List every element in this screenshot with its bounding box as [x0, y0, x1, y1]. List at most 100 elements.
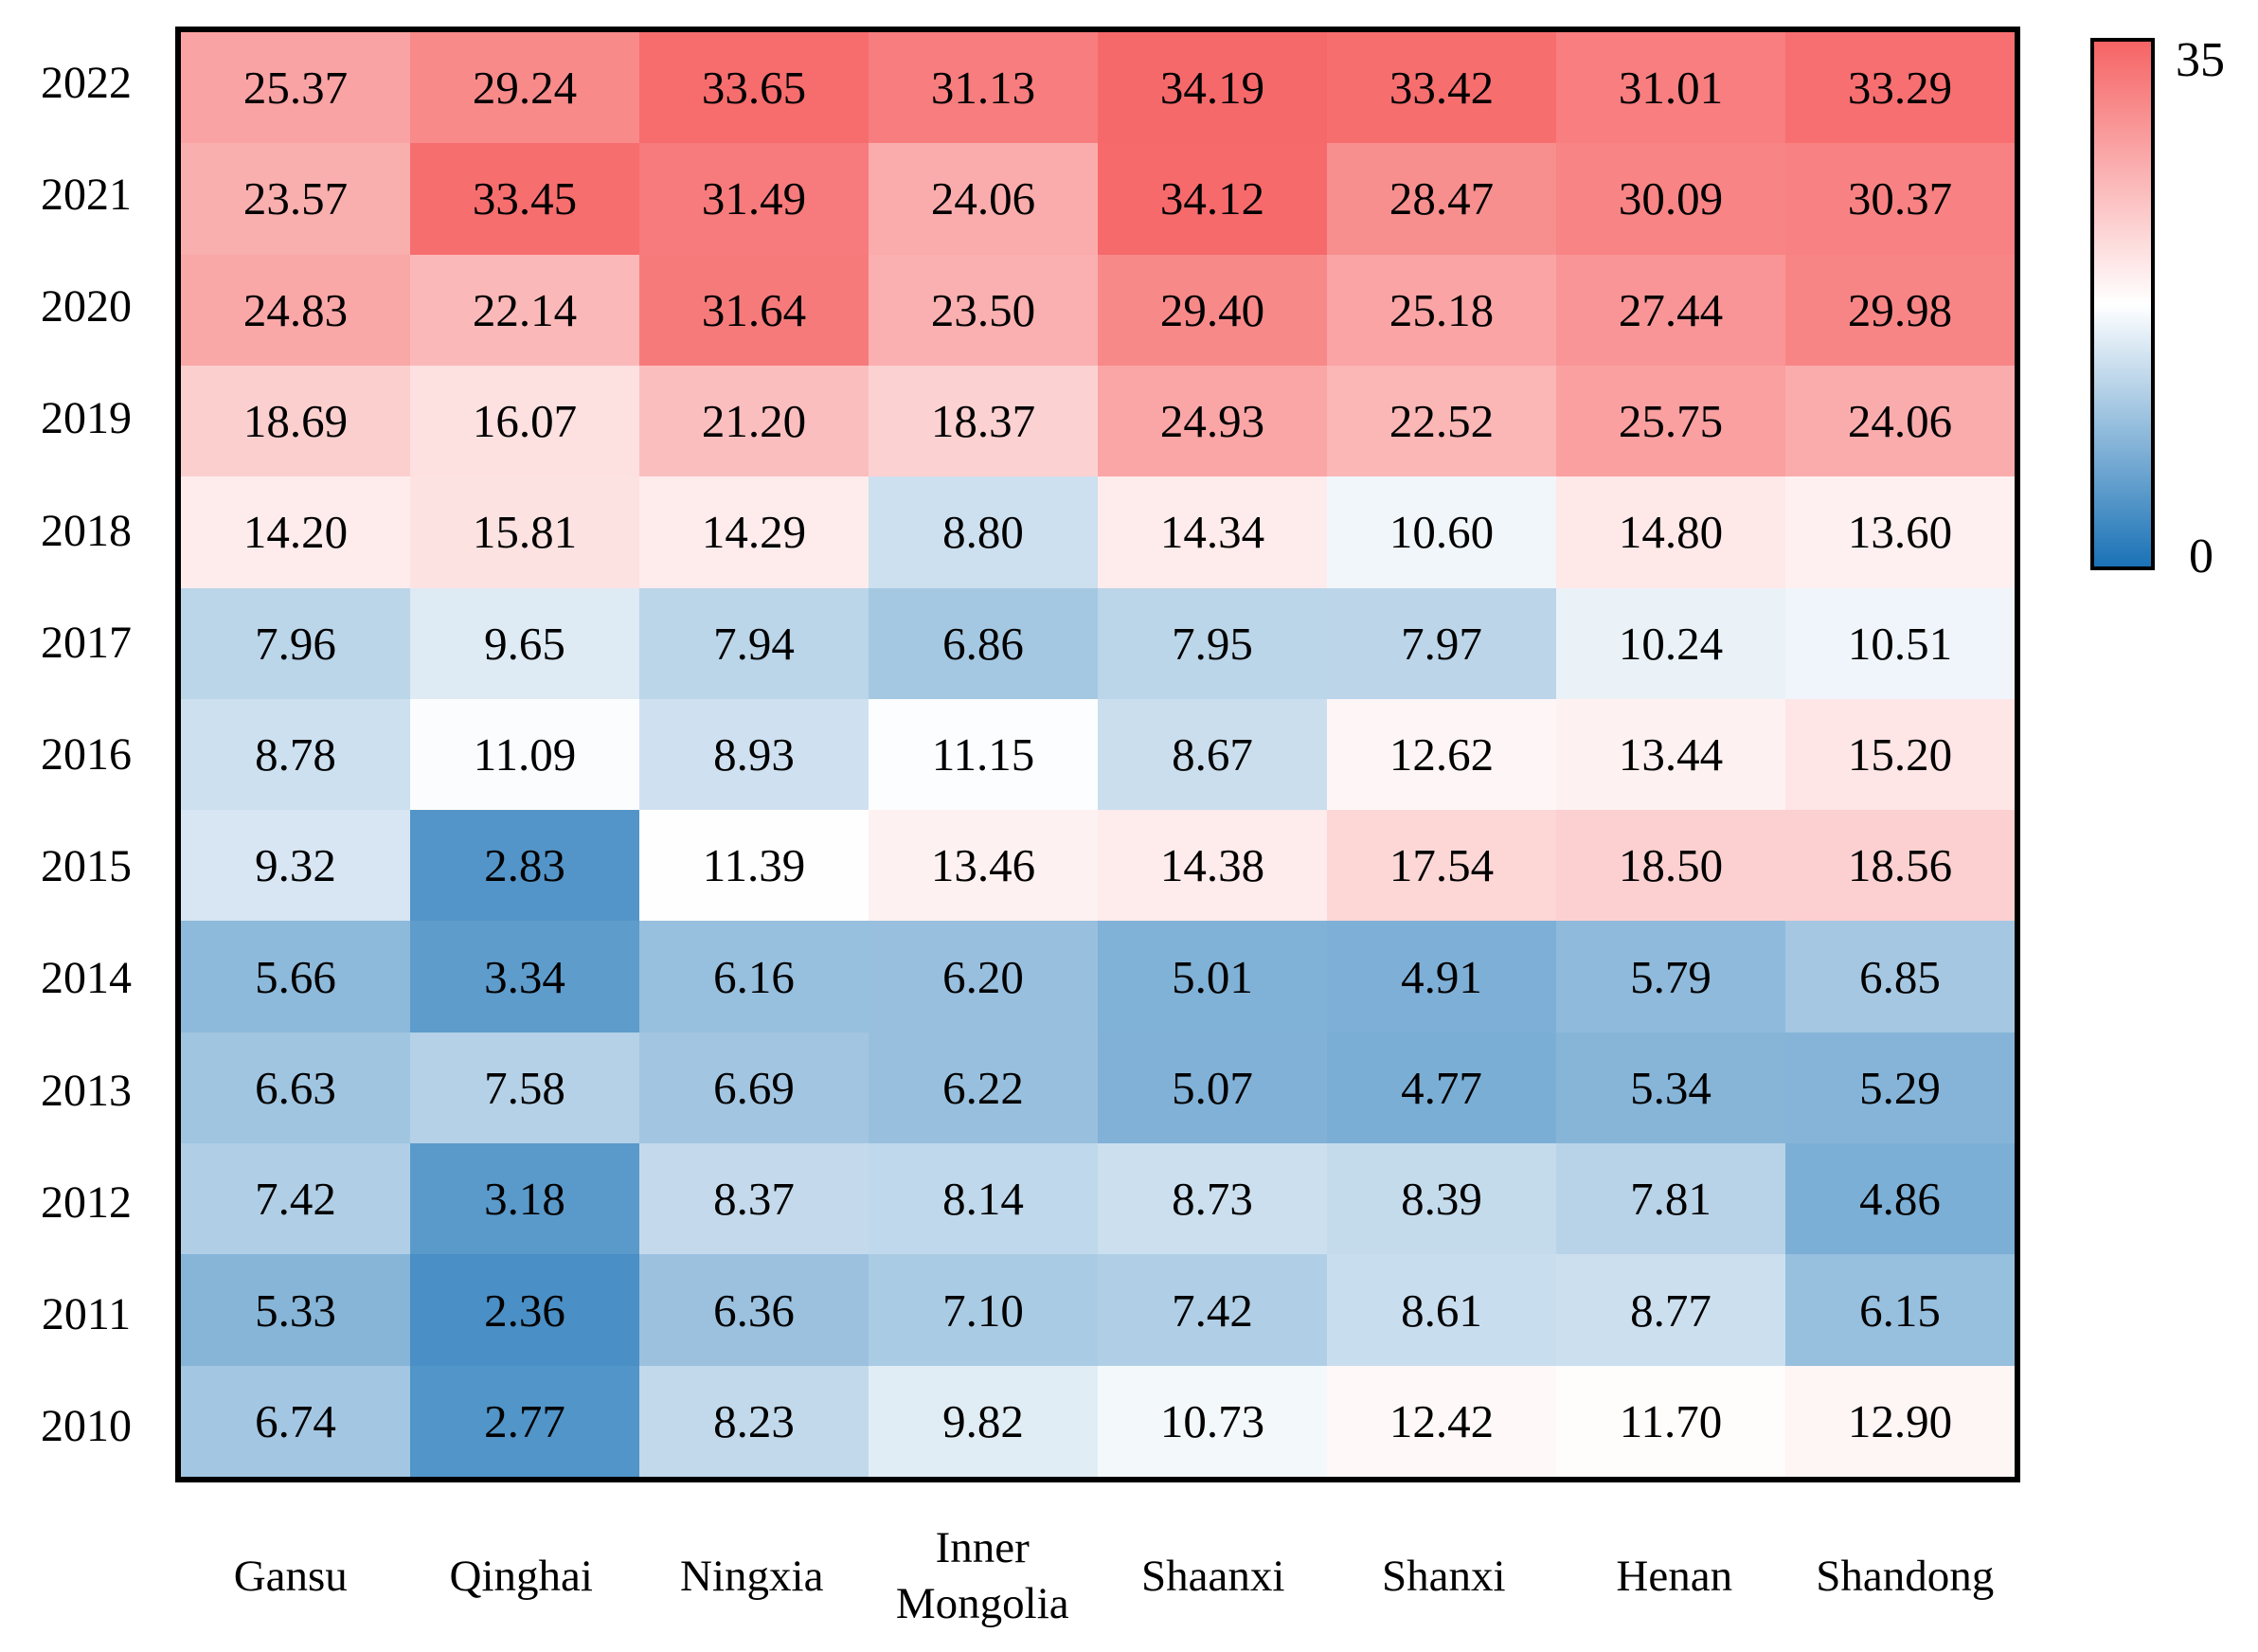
- heatmap-cell: 7.58: [410, 1032, 639, 1144]
- heatmap-cell: 8.78: [181, 698, 410, 811]
- x-tick-label: Ningxia: [680, 1551, 824, 1601]
- colorbar-min-label: 0: [2189, 530, 2213, 584]
- heatmap-cell: 7.42: [1098, 1254, 1327, 1366]
- heatmap-cell: 8.37: [639, 1143, 869, 1255]
- heatmap-cell: 10.51: [1785, 587, 2015, 699]
- heatmap-cell: 18.37: [869, 365, 1098, 477]
- heatmap-cell: 25.37: [181, 32, 410, 144]
- heatmap-cell: 30.37: [1785, 143, 2015, 255]
- heatmap-cell: 18.69: [181, 365, 410, 477]
- heatmap-cell: 8.61: [1327, 1254, 1556, 1366]
- heatmap-cell: 11.09: [410, 698, 639, 811]
- heatmap-cell: 8.77: [1556, 1254, 1785, 1366]
- heatmap-cell: 10.60: [1327, 476, 1556, 588]
- heatmap-cell: 31.49: [639, 143, 869, 255]
- y-tick-label: 2022: [41, 57, 132, 108]
- heatmap-cell: 18.56: [1785, 810, 2015, 922]
- heatmap-cell: 6.20: [869, 921, 1098, 1032]
- x-tick-label: Shandong: [1816, 1551, 1995, 1601]
- heatmap-cell: 5.07: [1098, 1032, 1327, 1144]
- y-tick-label: 2011: [41, 1289, 132, 1340]
- heatmap-cell: 12.62: [1327, 698, 1556, 811]
- y-tick-label: 2017: [41, 617, 132, 668]
- heatmap-cell: 14.80: [1556, 476, 1785, 588]
- x-tick-label: Gansu: [233, 1551, 348, 1601]
- heatmap-cell: 33.42: [1327, 32, 1556, 144]
- y-tick-label: 2010: [41, 1401, 132, 1452]
- heatmap-cell: 33.65: [639, 32, 869, 144]
- heatmap-cell: 8.14: [869, 1143, 1098, 1255]
- y-tick-label: 2014: [41, 953, 132, 1004]
- heatmap-cell: 27.44: [1556, 254, 1785, 366]
- heatmap-cell: 8.93: [639, 698, 869, 811]
- heatmap-cell: 25.75: [1556, 365, 1785, 477]
- heatmap-cell: 33.29: [1785, 32, 2015, 144]
- heatmap-cell: 5.29: [1785, 1032, 2015, 1144]
- heatmap-cell: 30.09: [1556, 143, 1785, 255]
- heatmap-grid: 25.37 29.24 33.65 31.13 34.19 33.42 31.01 33.29…: [175, 27, 2020, 1482]
- x-tick-label: Inner Mongolia: [895, 1523, 1069, 1628]
- heatmap-cell: 24.93: [1098, 365, 1327, 477]
- heatmap-cell: 6.63: [181, 1032, 410, 1144]
- heatmap-cell: 6.69: [639, 1032, 869, 1144]
- heatmap-cell: 22.52: [1327, 365, 1556, 477]
- heatmap-cell: 4.86: [1785, 1143, 2015, 1255]
- heatmap-cell: 5.34: [1556, 1032, 1785, 1144]
- heatmap-cell: 7.97: [1327, 587, 1556, 699]
- heatmap-cell: 5.33: [181, 1254, 410, 1366]
- heatmap-cell: 18.50: [1556, 810, 1785, 922]
- heatmap-cell: 4.77: [1327, 1032, 1556, 1144]
- heatmap-cell: 11.70: [1556, 1365, 1785, 1477]
- heatmap-cell: 10.73: [1098, 1365, 1327, 1477]
- heatmap-cell: 8.23: [639, 1365, 869, 1477]
- colorbar-gradient: [2090, 38, 2155, 570]
- heatmap-cell: 34.12: [1098, 143, 1327, 255]
- heatmap-cell: 9.32: [181, 810, 410, 922]
- y-tick-label: 2019: [41, 393, 132, 444]
- y-tick-label: 2018: [41, 505, 132, 556]
- heatmap-cell: 5.79: [1556, 921, 1785, 1032]
- heatmap-cell: 13.44: [1556, 698, 1785, 811]
- y-tick-label: 2016: [41, 729, 132, 781]
- heatmap-cell: 24.83: [181, 254, 410, 366]
- heatmap-cell: 12.42: [1327, 1365, 1556, 1477]
- heatmap-cell: 6.16: [639, 921, 869, 1032]
- heatmap-cell: 14.29: [639, 476, 869, 588]
- heatmap-cell: 7.81: [1556, 1143, 1785, 1255]
- heatmap-cell: 14.20: [181, 476, 410, 588]
- heatmap-cell: 6.15: [1785, 1254, 2015, 1366]
- y-tick-label: 2021: [41, 169, 132, 220]
- y-axis-labels: 2022 2021 2020 2019 2018 2017 2016 2015 2014 2013…: [11, 27, 161, 1482]
- heatmap-cell: 10.24: [1556, 587, 1785, 699]
- heatmap-cell: 5.01: [1098, 921, 1327, 1032]
- heatmap-cell: 7.96: [181, 587, 410, 699]
- heatmap-cell: 34.19: [1098, 32, 1327, 144]
- heatmap-cell: 14.34: [1098, 476, 1327, 588]
- heatmap-cell: 23.50: [869, 254, 1098, 366]
- heatmap-cell: 31.13: [869, 32, 1098, 144]
- heatmap-cell: 14.38: [1098, 810, 1327, 922]
- heatmap-cell: 13.60: [1785, 476, 2015, 588]
- heatmap-cell: 13.46: [869, 810, 1098, 922]
- y-tick-label: 2013: [41, 1065, 132, 1116]
- y-tick-label: 2012: [41, 1176, 132, 1228]
- heatmap-cell: 25.18: [1327, 254, 1556, 366]
- heatmap-cell: 16.07: [410, 365, 639, 477]
- heatmap-cell: 24.06: [1785, 365, 2015, 477]
- heatmap-cell: 9.82: [869, 1365, 1098, 1477]
- heatmap-cell: 5.66: [181, 921, 410, 1032]
- heatmap-cell: 33.45: [410, 143, 639, 255]
- x-tick-label: Shanxi: [1381, 1551, 1506, 1601]
- heatmap-cell: 7.95: [1098, 587, 1327, 699]
- heatmap-cell: 3.18: [410, 1143, 639, 1255]
- heatmap-cell: 4.91: [1327, 921, 1556, 1032]
- heatmap-cell: 3.34: [410, 921, 639, 1032]
- x-tick-label: Qinghai: [449, 1551, 593, 1601]
- heatmap-cell: 29.98: [1785, 254, 2015, 366]
- heatmap-cell: 7.42: [181, 1143, 410, 1255]
- heatmap-cell: 2.83: [410, 810, 639, 922]
- heatmap-cell: 23.57: [181, 143, 410, 255]
- heatmap-cell: 8.80: [869, 476, 1098, 588]
- heatmap-cell: 31.01: [1556, 32, 1785, 144]
